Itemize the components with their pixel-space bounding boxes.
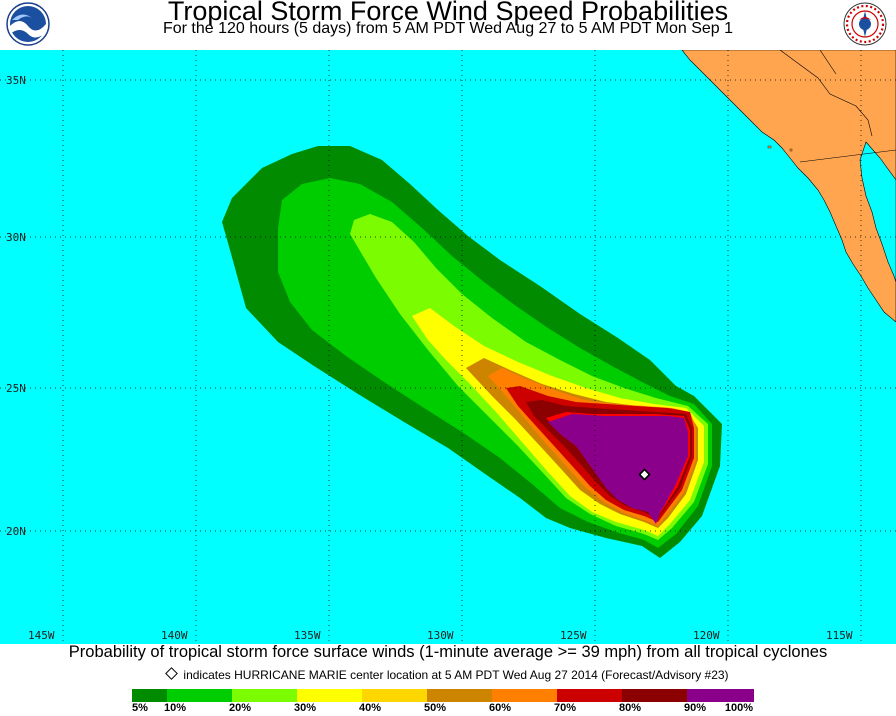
lat-label-30n: 30N (6, 231, 26, 244)
color-legend (132, 689, 754, 702)
legend-label: 30% (293, 702, 317, 714)
probability-map: 35N 30N 25N 20N 145W 140W 135W 130W 125W… (0, 49, 896, 644)
probability-contours (222, 146, 722, 558)
legend-swatch (132, 689, 167, 702)
lon-label-145w: 145W (28, 629, 55, 642)
storm-center-marker (638, 468, 651, 481)
lon-label-115w: 115W (826, 629, 853, 642)
header: Tropical Storm Force Wind Speed Probabil… (0, 0, 896, 50)
legend-swatch (297, 689, 362, 702)
boundary-lines (779, 49, 896, 163)
lon-label-130w: 130W (427, 629, 454, 642)
legend-labels: 5% 10% 20% 30% 40% 50% 60% 70% 80% 90% 100% (0, 702, 896, 716)
legend-swatch (362, 689, 427, 702)
lat-label-25n: 25N (6, 382, 26, 395)
lat-label-20n: 20N (6, 525, 26, 538)
legend-swatch (557, 689, 622, 702)
legend-label: 20% (228, 702, 252, 714)
lon-label-125w: 125W (560, 629, 587, 642)
map-subtitle: For the 120 hours (5 days) from 5 AM PDT… (162, 20, 734, 37)
map-caption: Probability of tropical storm force surf… (68, 643, 828, 661)
island (789, 148, 793, 152)
legend-swatch (232, 689, 297, 702)
marker-note: indicates HURRICANE MARIE center locatio… (0, 667, 896, 682)
legend-label: 60% (488, 702, 512, 714)
contour-100pct (548, 414, 688, 524)
legend-label: 5% (132, 702, 148, 714)
legend-label: 50% (423, 702, 447, 714)
legend-swatch (687, 689, 754, 702)
map-title: Tropical Storm Force Wind Speed Probabil… (167, 0, 729, 26)
legend-label: 80% (618, 702, 642, 714)
land-mass (681, 49, 896, 323)
graticule (0, 50, 896, 644)
lon-label-135w: 135W (294, 629, 321, 642)
legend-swatch (427, 689, 492, 702)
gulf-water (859, 141, 896, 283)
nws-logo (843, 2, 887, 46)
legend-label: 100% (724, 702, 754, 714)
lat-label-35n: 35N (6, 74, 26, 87)
noaa-logo (6, 2, 50, 46)
legend-label: 40% (358, 702, 382, 714)
legend-swatch (167, 689, 232, 702)
legend-label: 90% (683, 702, 707, 714)
legend-label: 70% (553, 702, 577, 714)
legend-swatch (492, 689, 557, 702)
lon-label-120w: 120W (693, 629, 720, 642)
marker-note-text: indicates HURRICANE MARIE center locatio… (183, 668, 729, 682)
legend-swatch (622, 689, 687, 702)
legend-label: 10% (163, 702, 187, 714)
diamond-icon (165, 667, 179, 680)
island (767, 145, 772, 149)
lon-label-140w: 140W (161, 629, 188, 642)
